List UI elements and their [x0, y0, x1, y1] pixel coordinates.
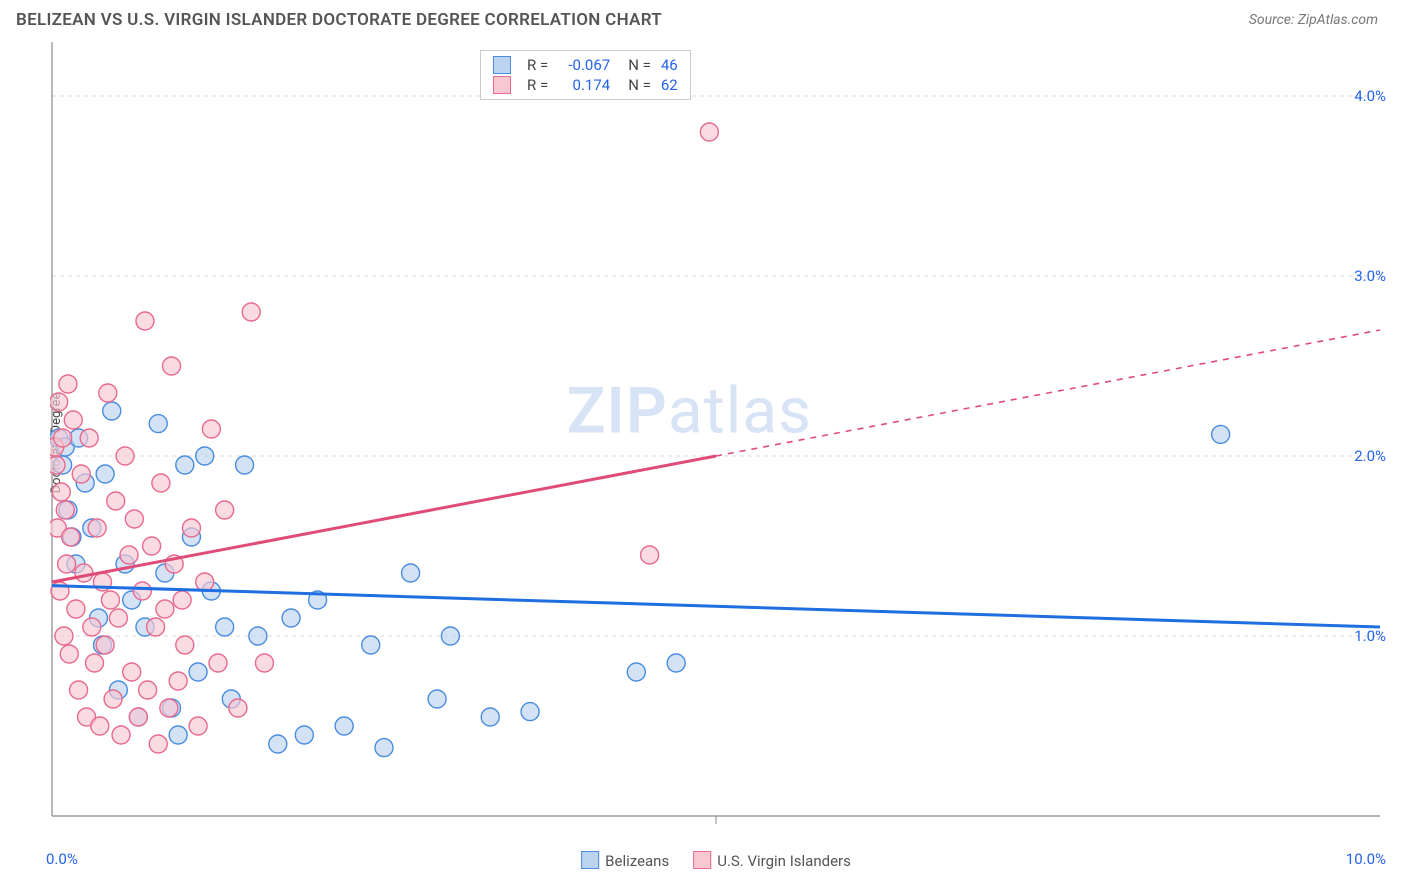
legend-row: R =0.174N =62 — [493, 75, 678, 95]
scatter-plot — [50, 40, 1382, 846]
legend-item: U.S. Virgin Islanders — [693, 851, 851, 870]
series-legend: Belizeans U.S. Virgin Islanders — [581, 851, 851, 870]
chart-title: BELIZEAN VS U.S. VIRGIN ISLANDER DOCTORA… — [16, 10, 662, 30]
y-tick: 3.0% — [1354, 267, 1386, 285]
y-tick: 1.0% — [1354, 627, 1386, 645]
y-tick: 2.0% — [1354, 447, 1386, 465]
legend-item: Belizeans — [581, 851, 669, 870]
correlation-legend: R =-0.067N =46R =0.174N =62 — [480, 50, 691, 100]
chart-area: Doctorate Degree ZIPatlas 1.0%2.0%3.0%4.… — [50, 40, 1382, 846]
legend-row: R =-0.067N =46 — [493, 55, 678, 75]
x-tick-max: 10.0% — [1346, 850, 1386, 868]
source-label: Source: ZipAtlas.com — [1249, 12, 1378, 28]
x-tick-min: 0.0% — [46, 850, 78, 868]
y-tick: 4.0% — [1354, 87, 1386, 105]
